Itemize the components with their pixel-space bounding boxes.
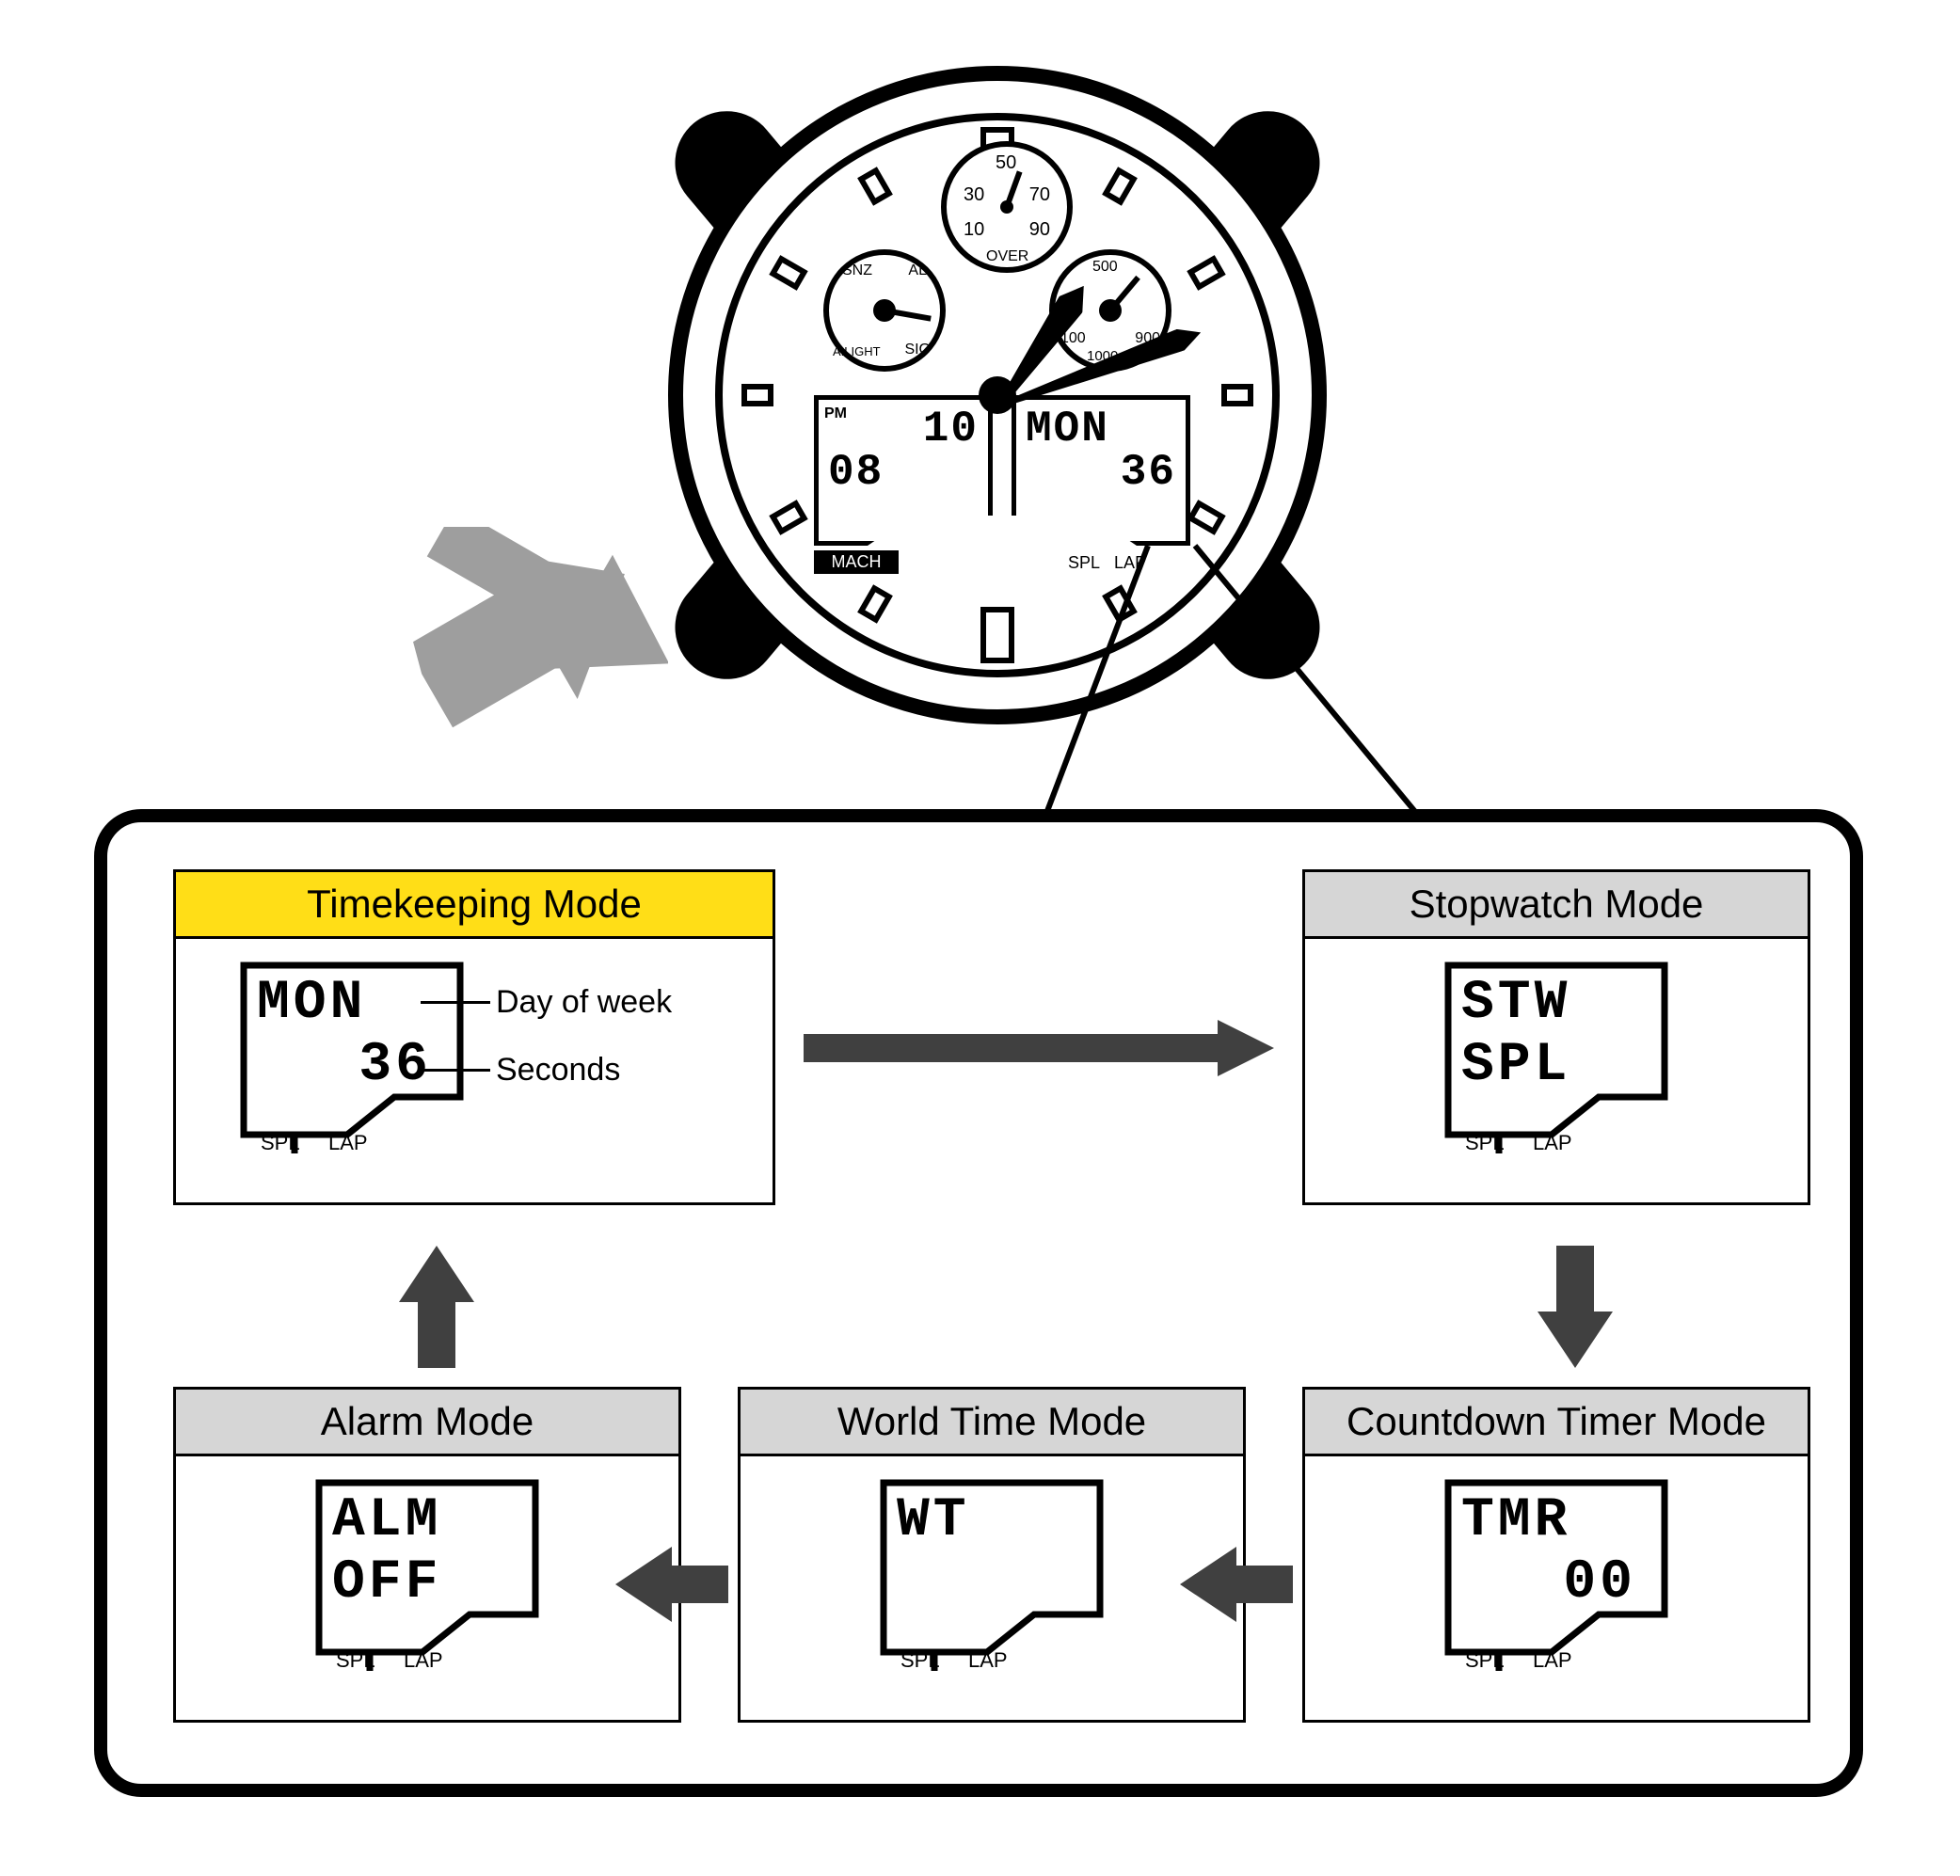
- flow-arrow-worldtime-to-alarm: [615, 1547, 728, 1622]
- mode-body: MON 36 SPL LAP Day of week Seconds: [176, 939, 773, 1202]
- mode-body: STW SPL SPL LAP: [1305, 939, 1808, 1202]
- lcd-text: MON: [1016, 400, 1186, 451]
- lcd-line1: ALM: [332, 1494, 441, 1549]
- subdial-left: SNZ AL A.LIGHT SIG: [823, 249, 946, 372]
- subdial-label: SIG: [904, 342, 931, 358]
- mode-body: WT SPL LAP: [741, 1456, 1243, 1720]
- subdial-label: 70: [1029, 184, 1050, 206]
- hour-marker: [1221, 384, 1253, 406]
- mode-title: Timekeeping Mode: [176, 872, 773, 939]
- annotation-line: [421, 1069, 490, 1072]
- lcd-line2: 36: [359, 1039, 432, 1093]
- spl-label: SPL: [1465, 1131, 1505, 1155]
- mode-body: TMR 00 SPL LAP: [1305, 1456, 1808, 1720]
- mode-title: World Time Mode: [741, 1390, 1243, 1456]
- lcd-line1: STW: [1461, 977, 1570, 1031]
- modes-flow-box: Timekeeping Mode MON 36 SPL LAP Day of w…: [94, 809, 1863, 1797]
- lcd-text: 08: [819, 451, 988, 494]
- lcd-line1: WT: [897, 1494, 970, 1549]
- lcd-panel: WT SPL LAP: [874, 1473, 1109, 1680]
- hour-marker: [980, 607, 1014, 663]
- subdial-pivot: [1000, 200, 1013, 214]
- subdial-label: A.LIGHT: [833, 344, 881, 358]
- spl-label: SPL: [1465, 1648, 1505, 1673]
- lcd-line2: 00: [1563, 1556, 1636, 1611]
- annotation-line: [421, 1001, 490, 1004]
- annotation-day-of-week: Day of week: [496, 984, 672, 1021]
- diagram-canvas: 30 50 70 10 90 OVER SNZ AL A.LIGHT SIG 5…: [38, 38, 1922, 1838]
- mode-title: Countdown Timer Mode: [1305, 1390, 1808, 1456]
- flow-arrow-countdown-to-worldtime: [1180, 1547, 1293, 1622]
- callout-lines: [1035, 536, 1430, 828]
- hour-marker: [741, 384, 773, 406]
- subdial-label: AL: [908, 262, 927, 279]
- lap-label: LAP: [1533, 1131, 1572, 1155]
- mode-title: Stopwatch Mode: [1305, 872, 1808, 939]
- hands-pivot: [979, 376, 1016, 414]
- lcd-line1: MON: [257, 977, 366, 1031]
- mode-card-stopwatch: Stopwatch Mode STW SPL SPL LAP: [1302, 869, 1810, 1205]
- spl-label: SPL: [261, 1131, 300, 1155]
- lcd-line1: TMR: [1461, 1494, 1570, 1549]
- pm-indicator: PM: [824, 405, 847, 422]
- lap-label: LAP: [968, 1648, 1008, 1673]
- lcd-line2: OFF: [332, 1556, 441, 1611]
- subdial-label: 90: [1029, 219, 1050, 241]
- spl-label: SPL: [336, 1648, 375, 1673]
- lcd-line2: SPL: [1461, 1039, 1570, 1093]
- mode-card-timekeeping: Timekeeping Mode MON 36 SPL LAP Day of w…: [173, 869, 775, 1205]
- mode-card-alarm: Alarm Mode ALM OFF SPL LAP: [173, 1387, 681, 1723]
- subdial-top: 30 50 70 10 90 OVER: [941, 141, 1073, 273]
- subdial-hand: [1108, 276, 1140, 312]
- subdial-label: OVER: [986, 248, 1028, 265]
- subdial-label: 30: [964, 184, 984, 206]
- lcd-panel: TMR 00 SPL LAP: [1439, 1473, 1674, 1680]
- flow-arrow-timekeeping-to-stopwatch: [804, 1020, 1274, 1076]
- lcd-text: 36: [1016, 451, 1186, 494]
- subdial-label: 10: [964, 219, 984, 241]
- mode-title: Alarm Mode: [176, 1390, 678, 1456]
- mode-card-worldtime: World Time Mode WT SPL LAP: [738, 1387, 1246, 1723]
- lcd-panel: ALM OFF SPL LAP: [310, 1473, 545, 1680]
- mach-label: MACH: [814, 550, 899, 574]
- flow-arrow-stopwatch-to-countdown: [1538, 1246, 1613, 1368]
- lap-label: LAP: [1533, 1648, 1572, 1673]
- lap-label: LAP: [328, 1131, 368, 1155]
- press-button-arrow-icon: [405, 527, 668, 734]
- flow-arrow-alarm-to-timekeeping: [399, 1246, 474, 1368]
- subdial-label: SNZ: [842, 262, 872, 279]
- subdial-label: 50: [996, 152, 1016, 174]
- lap-label: LAP: [404, 1648, 443, 1673]
- mode-body: ALM OFF SPL LAP: [176, 1456, 678, 1720]
- spl-label: SPL: [900, 1648, 940, 1673]
- subdial-label: 500: [1092, 259, 1118, 276]
- mode-card-countdown: Countdown Timer Mode TMR 00 SPL LAP: [1302, 1387, 1810, 1723]
- lcd-panel: STW SPL SPL LAP: [1439, 956, 1674, 1163]
- lcd-panel: MON 36 SPL LAP: [234, 956, 470, 1163]
- annotation-seconds: Seconds: [496, 1052, 620, 1089]
